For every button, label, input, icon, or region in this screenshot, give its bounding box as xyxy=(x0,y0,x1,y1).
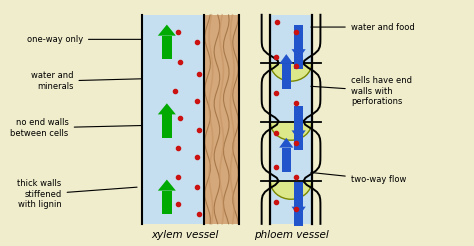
Text: xylem vessel: xylem vessel xyxy=(151,230,219,240)
Text: two-way flow: two-way flow xyxy=(311,172,406,184)
Text: cells have end
walls with
perforations: cells have end walls with perforations xyxy=(311,76,412,106)
Bar xyxy=(270,38,312,63)
Polygon shape xyxy=(279,138,293,148)
Text: phloem vessel: phloem vessel xyxy=(254,230,328,240)
Ellipse shape xyxy=(270,103,312,140)
Ellipse shape xyxy=(270,44,312,81)
Text: thick walls
stiffened
with lignin: thick walls stiffened with lignin xyxy=(18,179,137,209)
FancyBboxPatch shape xyxy=(294,182,303,226)
FancyBboxPatch shape xyxy=(162,114,172,138)
Bar xyxy=(270,97,312,122)
Bar xyxy=(204,15,239,224)
FancyBboxPatch shape xyxy=(294,25,303,69)
FancyBboxPatch shape xyxy=(282,148,291,172)
Polygon shape xyxy=(158,103,176,114)
Ellipse shape xyxy=(270,162,312,199)
Bar xyxy=(270,15,312,224)
FancyBboxPatch shape xyxy=(282,64,291,89)
Bar xyxy=(270,156,312,181)
Polygon shape xyxy=(158,180,176,191)
Text: water and food: water and food xyxy=(311,23,414,31)
Bar xyxy=(142,15,204,224)
Polygon shape xyxy=(279,54,293,64)
Polygon shape xyxy=(292,49,306,59)
Text: water and
minerals: water and minerals xyxy=(31,72,142,91)
Polygon shape xyxy=(158,25,176,36)
Text: no end walls
between cells: no end walls between cells xyxy=(10,118,142,138)
Polygon shape xyxy=(292,207,306,216)
Text: one-way only: one-way only xyxy=(27,35,142,44)
Polygon shape xyxy=(292,130,306,140)
FancyBboxPatch shape xyxy=(162,191,172,214)
FancyBboxPatch shape xyxy=(294,106,303,150)
FancyBboxPatch shape xyxy=(162,36,172,59)
